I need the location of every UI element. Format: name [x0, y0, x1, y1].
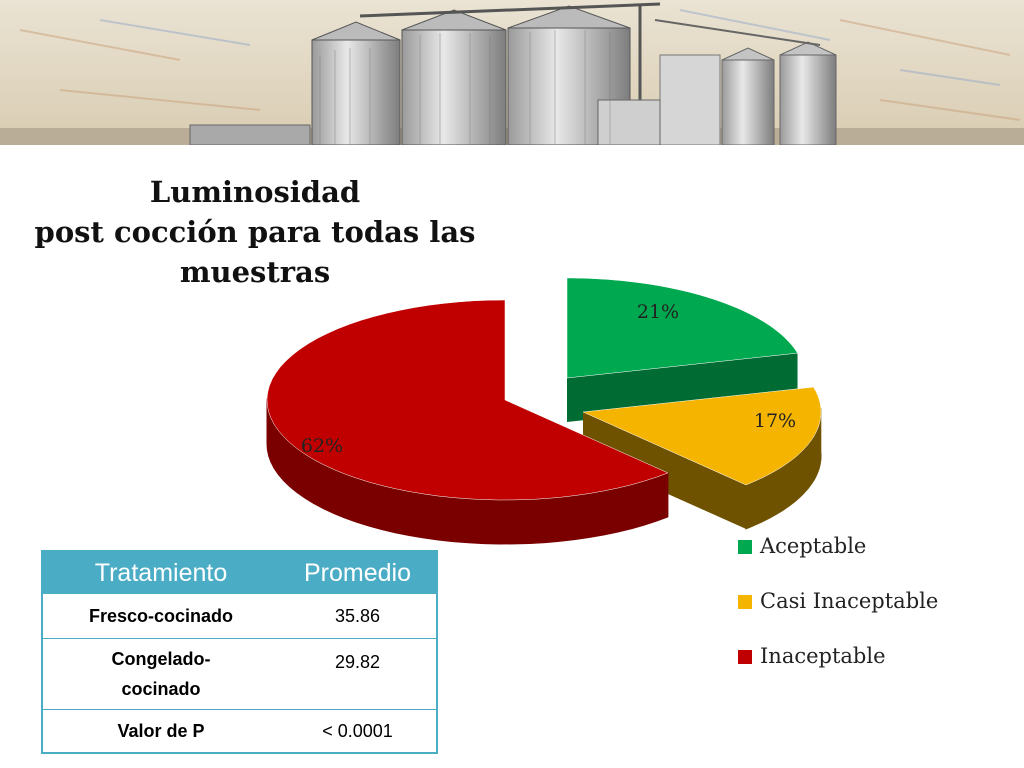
- pie-data-label: 17%: [754, 410, 796, 432]
- table-cell-tratamiento: Valor de P: [42, 709, 279, 754]
- table-cell-tratamiento: Congelado- cocinado: [42, 638, 279, 710]
- legend-label: Aceptable: [760, 534, 867, 558]
- legend-swatch: [738, 595, 752, 609]
- table-cell-promedio: < 0.0001: [279, 709, 437, 754]
- pie-slice-casi-inaceptable: [582, 386, 822, 530]
- table-cell-tratamiento-line2: cocinado: [121, 679, 201, 699]
- pie-slice-edge: [583, 412, 746, 529]
- results-table: Tratamiento Promedio Fresco-cocinado 35.…: [41, 550, 438, 754]
- table-row: Valor de P < 0.0001: [42, 709, 437, 754]
- pie-slice-top: [582, 386, 822, 486]
- chart-title-line3: muestras: [179, 255, 331, 289]
- table-cell-tratamiento-line1: Congelado-: [111, 649, 211, 669]
- legend-swatch: [738, 540, 752, 554]
- table-row: Congelado- cocinado 29.82: [42, 638, 437, 710]
- table-cell-tratamiento: Fresco-cocinado: [42, 594, 279, 639]
- header-promedio: Promedio: [279, 551, 437, 594]
- pie-slice-edge: [567, 353, 798, 422]
- chart-title-line2: post cocción para todas las: [34, 215, 476, 249]
- pie-slice-inaceptable: [266, 299, 669, 545]
- table-cell-promedio: 35.86: [279, 594, 437, 639]
- chart-title-line1: Luminosidad: [149, 175, 361, 209]
- silos-group: [189, 2, 837, 145]
- table-cell-promedio: 29.82: [279, 638, 437, 710]
- header-tratamiento: Tratamiento: [42, 551, 279, 594]
- silos-banner-image: [0, 0, 1024, 145]
- legend-label: Casi Inaceptable: [760, 589, 939, 613]
- pie-data-label: 62%: [301, 435, 343, 457]
- pie-slice-top: [566, 277, 798, 379]
- legend-label: Inaceptable: [760, 644, 886, 668]
- pie-data-label: 21%: [637, 301, 679, 323]
- table-header-row: Tratamiento Promedio: [42, 551, 437, 594]
- legend-swatch: [738, 650, 752, 664]
- pie-slice-aceptable: [566, 277, 798, 422]
- chart-title: Luminosidad post cocción para todas las …: [20, 172, 490, 292]
- table-row: Fresco-cocinado 35.86: [42, 594, 437, 639]
- pie-slice-top: [266, 299, 669, 501]
